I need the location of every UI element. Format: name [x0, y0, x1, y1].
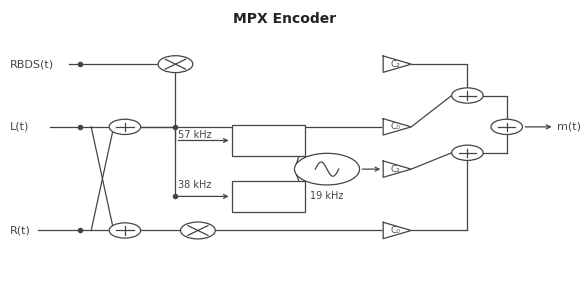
Text: Frequency: Frequency — [243, 187, 294, 197]
Circle shape — [295, 153, 360, 185]
Text: m(t): m(t) — [557, 122, 581, 132]
Text: L(t): L(t) — [10, 122, 29, 132]
Circle shape — [109, 119, 141, 135]
Text: Tripler: Tripler — [253, 140, 283, 150]
Text: Doubler: Doubler — [249, 196, 288, 206]
Polygon shape — [383, 119, 411, 135]
Text: 19 kHz: 19 kHz — [311, 191, 344, 201]
Bar — [231, 125, 305, 156]
Polygon shape — [383, 222, 411, 239]
Text: +: + — [114, 121, 121, 130]
Text: C₀: C₀ — [390, 226, 400, 235]
Bar — [231, 181, 305, 212]
Text: -: - — [122, 231, 125, 240]
Text: C₁: C₁ — [390, 165, 400, 174]
Text: Frequency: Frequency — [243, 131, 294, 141]
Circle shape — [451, 88, 483, 103]
Circle shape — [109, 223, 141, 238]
Circle shape — [491, 119, 522, 135]
Text: R(t): R(t) — [10, 225, 31, 235]
Polygon shape — [383, 56, 411, 72]
Circle shape — [451, 145, 483, 160]
Text: +: + — [114, 225, 121, 234]
Circle shape — [180, 222, 215, 239]
Circle shape — [158, 56, 193, 72]
Text: C₀: C₀ — [390, 122, 400, 131]
Text: RBDS(t): RBDS(t) — [10, 59, 54, 69]
Polygon shape — [383, 161, 411, 177]
Text: +: + — [122, 128, 129, 137]
Text: 57 kHz: 57 kHz — [178, 130, 212, 140]
Text: 38 kHz: 38 kHz — [178, 180, 211, 191]
Text: MPX Encoder: MPX Encoder — [234, 12, 336, 26]
Text: C₂: C₂ — [390, 60, 400, 69]
